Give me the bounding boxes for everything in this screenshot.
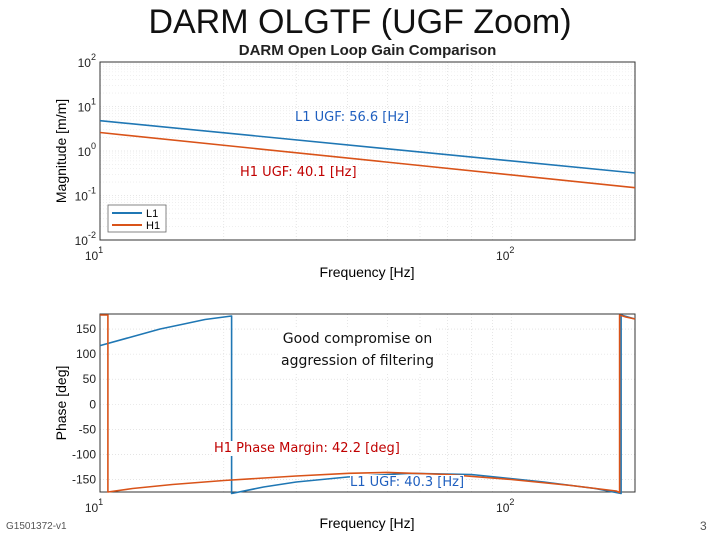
magnitude-plot-title: DARM Open Loop Gain Comparison xyxy=(238,42,497,59)
phase-axes-box xyxy=(99,313,636,493)
x-tick-exponent: 2 xyxy=(509,497,514,507)
page-number: 3 xyxy=(700,519,707,533)
y-tick-label: 10-2 xyxy=(75,230,96,248)
y-tick-label: -50 xyxy=(79,422,97,436)
y-tick-exponent: 1 xyxy=(91,97,96,107)
x-tick-exponent: 1 xyxy=(98,497,103,507)
legend-label-l1: L1 xyxy=(146,208,158,220)
y-tick-exponent: -2 xyxy=(88,230,96,240)
y-tick-label: -100 xyxy=(72,447,96,461)
magnitude-series xyxy=(99,119,636,189)
phase-series xyxy=(99,314,636,495)
h1-ugf-annotation: H1 UGF: 40.1 [Hz] xyxy=(240,165,357,180)
magnitude-axes-box xyxy=(99,61,636,241)
y-tick-label: 150 xyxy=(76,322,96,336)
y-tick-label: 0 xyxy=(89,397,96,411)
y-tick-label: 100 xyxy=(78,141,96,159)
x-tick-label: 102 xyxy=(496,497,514,515)
l1-ugf-phase-annotation: L1 UGF: 40.3 [Hz] xyxy=(350,475,465,490)
legend-label-h1: H1 xyxy=(146,220,160,232)
y-tick-exponent: 2 xyxy=(91,52,96,62)
magnitude-xlabel: Frequency [Hz] xyxy=(320,264,415,280)
slide-title: DARM OLGTF (UGF Zoom) xyxy=(148,3,572,41)
phase-xlabel: Frequency [Hz] xyxy=(320,515,415,531)
x-tick-exponent: 2 xyxy=(509,245,514,255)
x-tick-exponent: 1 xyxy=(98,245,103,255)
y-tick-label: 10-1 xyxy=(75,186,96,204)
y-tick-label: 101 xyxy=(78,97,96,115)
document-id: G1501372-v1 xyxy=(6,521,67,532)
series-line-h1 xyxy=(99,131,636,189)
x-tick-label: 102 xyxy=(496,245,514,263)
y-tick-exponent: 0 xyxy=(91,141,96,151)
y-tick-exponent: -1 xyxy=(88,186,96,196)
x-tick-label: 101 xyxy=(85,497,103,515)
y-tick-label: 100 xyxy=(76,347,96,361)
phase-ylabel: Phase [deg] xyxy=(53,366,69,441)
l1-ugf-annotation: L1 UGF: 56.6 [Hz] xyxy=(295,110,410,125)
magnitude-ylabel: Magnitude [m/m] xyxy=(53,99,69,203)
magnitude-legend: L1 H1 xyxy=(107,204,167,233)
h1-phase-margin-annotation: H1 Phase Margin: 42.2 [deg] xyxy=(214,441,400,456)
phase-tick-labels: -150 -100 -50 0 50 100 150 101 102 xyxy=(72,322,514,515)
magnitude-grid xyxy=(99,62,636,241)
series-line-l1 xyxy=(99,119,636,174)
legend-box xyxy=(107,204,167,233)
y-tick-label: 102 xyxy=(78,52,96,70)
y-tick-label: -150 xyxy=(72,472,96,486)
series-line-h1 xyxy=(100,314,636,494)
y-tick-label: 50 xyxy=(83,372,97,386)
compromise-annotation: Good compromise on aggression of filteri… xyxy=(280,328,435,372)
